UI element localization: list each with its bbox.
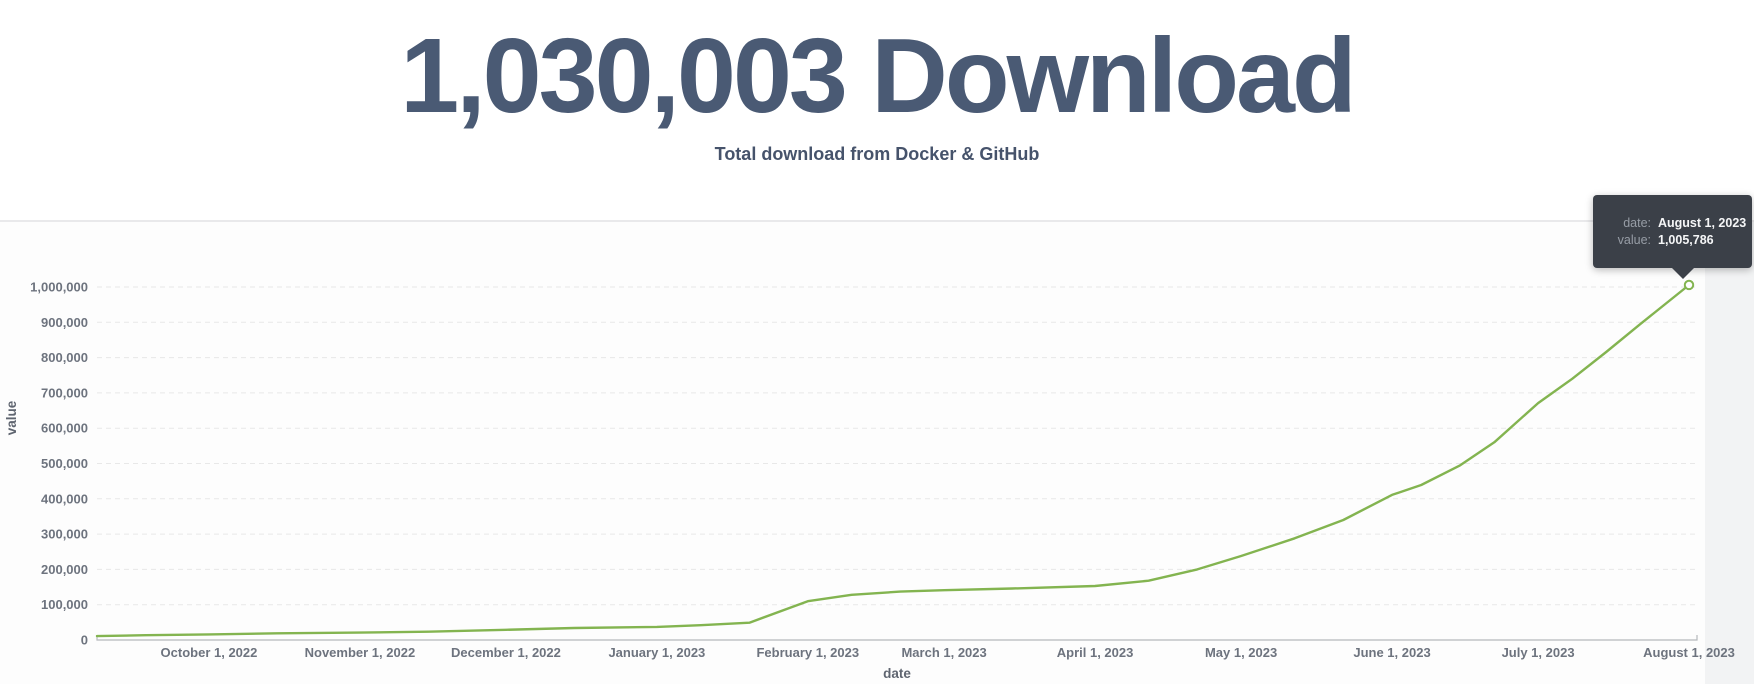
tooltip-value-row: value: 1,005,786	[1593, 232, 1752, 249]
x-tick-label: November 1, 2022	[305, 645, 416, 660]
download-count-title: 1,030,003 Download	[400, 17, 1356, 135]
tooltip-caret-icon	[1672, 268, 1694, 279]
x-tick-label: March 1, 2023	[901, 645, 986, 660]
x-tick-label: August 1, 2023	[1643, 645, 1735, 660]
x-axis-line	[96, 635, 1698, 641]
y-tick-label: 800,000	[41, 350, 88, 365]
x-tick-label: April 1, 2023	[1057, 645, 1134, 660]
y-tick-label: 100,000	[41, 597, 88, 612]
y-tick-label: 600,000	[41, 421, 88, 436]
y-tick-label: 0	[81, 633, 88, 648]
chart-section: 0 100,000 200,000 300,000 400,000 500,000 600,…	[0, 222, 1754, 684]
download-series-line	[95, 283, 1691, 638]
y-tick-label: 700,000	[41, 385, 88, 400]
y-tick-label: 500,000	[41, 456, 88, 471]
page-header: 1,030,003 Download Total download from D…	[0, 0, 1754, 222]
tooltip-value-label: value:	[1617, 232, 1651, 247]
tooltip-value-value: 1,005,786	[1658, 232, 1714, 247]
x-tick-label: June 1, 2023	[1353, 645, 1430, 660]
chart-right-margin	[1705, 222, 1754, 684]
tooltip-date-row: date: August 1, 2023	[1593, 215, 1752, 232]
tooltip-date-label: date:	[1623, 215, 1651, 230]
tooltip-date-value: August 1, 2023	[1658, 215, 1747, 230]
x-tick-label: July 1, 2023	[1502, 645, 1575, 660]
hovered-data-point-marker[interactable]	[1683, 279, 1695, 291]
x-tick-label: January 1, 2023	[608, 645, 705, 660]
x-tick-label: February 1, 2023	[756, 645, 859, 660]
x-tick-label: December 1, 2022	[451, 645, 561, 660]
y-tick-label: 400,000	[41, 491, 88, 506]
y-axis-title: value	[4, 400, 19, 435]
chart-tooltip: date: August 1, 2023 value: 1,005,786	[1593, 195, 1752, 279]
x-tick-label: May 1, 2023	[1205, 645, 1277, 660]
y-tick-label: 300,000	[41, 527, 88, 542]
y-tick-label: 1,000,000	[30, 280, 88, 295]
download-count-subtitle: Total download from Docker & GitHub	[714, 144, 1040, 164]
x-axis-title: date	[883, 666, 911, 681]
y-tick-label: 200,000	[41, 562, 88, 577]
x-tick-label: October 1, 2022	[161, 645, 258, 660]
line-chart[interactable]: 0 100,000 200,000 300,000 400,000 500,000 600,…	[0, 222, 1754, 684]
y-tick-label: 900,000	[41, 315, 88, 330]
